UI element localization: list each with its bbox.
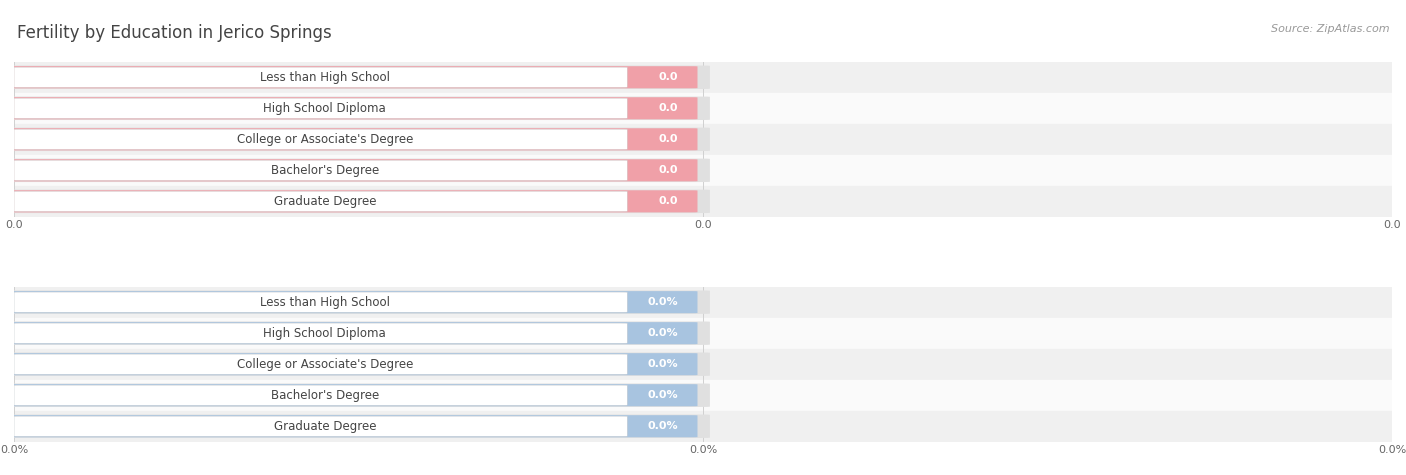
Bar	[14, 286, 1392, 318]
FancyBboxPatch shape	[0, 352, 710, 376]
Text: Source: ZipAtlas.com: Source: ZipAtlas.com	[1271, 24, 1389, 34]
FancyBboxPatch shape	[14, 323, 627, 343]
FancyBboxPatch shape	[0, 322, 710, 345]
Text: Fertility by Education in Jerico Springs: Fertility by Education in Jerico Springs	[17, 24, 332, 42]
Text: College or Associate's Degree: College or Associate's Degree	[236, 358, 413, 370]
FancyBboxPatch shape	[6, 159, 697, 181]
Bar	[14, 93, 1392, 124]
Text: 0.0%: 0.0%	[648, 390, 678, 400]
FancyBboxPatch shape	[14, 385, 627, 405]
FancyBboxPatch shape	[14, 67, 627, 87]
Text: 0.0: 0.0	[658, 103, 678, 113]
Text: College or Associate's Degree: College or Associate's Degree	[236, 133, 413, 146]
Text: Graduate Degree: Graduate Degree	[274, 195, 375, 208]
FancyBboxPatch shape	[6, 291, 697, 313]
FancyBboxPatch shape	[0, 128, 710, 151]
Text: 0.0%: 0.0%	[648, 328, 678, 338]
Text: High School Diploma: High School Diploma	[263, 102, 387, 115]
FancyBboxPatch shape	[6, 353, 697, 375]
FancyBboxPatch shape	[14, 292, 627, 312]
FancyBboxPatch shape	[6, 190, 697, 212]
Text: 0.0%: 0.0%	[648, 359, 678, 369]
Bar	[14, 155, 1392, 186]
FancyBboxPatch shape	[14, 98, 627, 118]
Text: Bachelor's Degree: Bachelor's Degree	[270, 389, 378, 402]
FancyBboxPatch shape	[0, 190, 710, 213]
FancyBboxPatch shape	[6, 322, 697, 344]
Text: 0.0%: 0.0%	[648, 297, 678, 307]
Bar	[14, 186, 1392, 217]
FancyBboxPatch shape	[14, 354, 627, 374]
Bar	[14, 380, 1392, 411]
FancyBboxPatch shape	[6, 415, 697, 437]
FancyBboxPatch shape	[0, 66, 710, 89]
FancyBboxPatch shape	[0, 96, 710, 120]
FancyBboxPatch shape	[0, 383, 710, 407]
FancyBboxPatch shape	[14, 416, 627, 437]
FancyBboxPatch shape	[14, 191, 627, 211]
Text: 0.0: 0.0	[658, 165, 678, 175]
Bar	[14, 124, 1392, 155]
FancyBboxPatch shape	[6, 66, 697, 88]
FancyBboxPatch shape	[6, 384, 697, 406]
Bar	[14, 62, 1392, 93]
Text: 0.0%: 0.0%	[648, 421, 678, 431]
Text: 0.0: 0.0	[658, 196, 678, 206]
Bar	[14, 411, 1392, 442]
Text: Less than High School: Less than High School	[260, 71, 389, 84]
FancyBboxPatch shape	[6, 128, 697, 151]
Text: Graduate Degree: Graduate Degree	[274, 420, 375, 433]
FancyBboxPatch shape	[0, 415, 710, 438]
Bar	[14, 349, 1392, 380]
Text: Less than High School: Less than High School	[260, 295, 389, 309]
Bar	[14, 318, 1392, 349]
FancyBboxPatch shape	[0, 290, 710, 314]
Text: High School Diploma: High School Diploma	[263, 327, 387, 340]
FancyBboxPatch shape	[6, 97, 697, 119]
FancyBboxPatch shape	[14, 129, 627, 149]
FancyBboxPatch shape	[14, 160, 627, 180]
Text: Bachelor's Degree: Bachelor's Degree	[270, 164, 378, 177]
Text: 0.0: 0.0	[658, 72, 678, 82]
FancyBboxPatch shape	[0, 159, 710, 182]
Text: 0.0: 0.0	[658, 134, 678, 144]
